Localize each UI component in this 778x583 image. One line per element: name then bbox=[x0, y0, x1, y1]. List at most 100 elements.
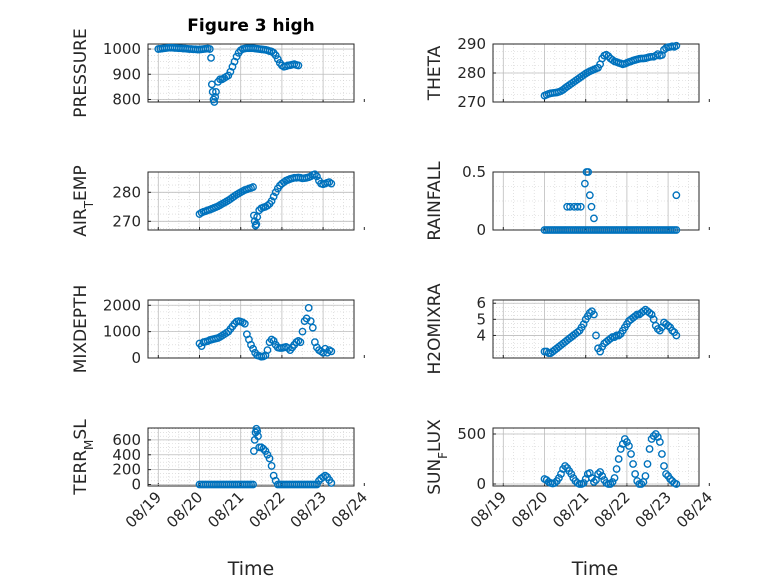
data-point bbox=[252, 220, 261, 229]
data-point bbox=[254, 432, 262, 441]
data-point bbox=[612, 465, 621, 473]
y-axis-label: RAINFALL bbox=[425, 161, 445, 241]
y-tick-label: 1000 bbox=[103, 323, 141, 341]
data-point bbox=[625, 442, 633, 450]
x-axis-label-left: Time bbox=[227, 558, 275, 580]
y-tick-label: 270 bbox=[457, 93, 486, 111]
data-point bbox=[668, 326, 677, 335]
subplot-5: 0 1000 2000 MIXDEPTH bbox=[71, 285, 365, 373]
data-point bbox=[631, 470, 640, 478]
y-tick-label: 5 bbox=[476, 310, 486, 328]
data-point bbox=[269, 336, 278, 345]
data-point bbox=[598, 472, 607, 480]
x-tick-label: 08/23 bbox=[287, 488, 330, 531]
data-point bbox=[263, 201, 272, 210]
y-axis-label: AIRTEMP bbox=[71, 165, 96, 236]
data-point bbox=[550, 479, 559, 487]
data-point bbox=[614, 455, 623, 463]
y-axis-label-rest: LUX bbox=[425, 419, 445, 452]
data-point bbox=[269, 192, 278, 201]
data-point bbox=[672, 226, 681, 234]
y-tick-label: 400 bbox=[112, 446, 141, 464]
y-tick-label: 0 bbox=[476, 221, 486, 239]
y-axis-label-rest: EMP bbox=[71, 165, 91, 201]
y-tick-label: 1000 bbox=[103, 40, 141, 58]
y-tick-label: 290 bbox=[457, 35, 486, 53]
data-point bbox=[267, 197, 276, 205]
data-point bbox=[573, 328, 582, 337]
data-point bbox=[240, 319, 249, 328]
data-point bbox=[610, 474, 619, 482]
chart-title: Figure 3 high bbox=[187, 16, 315, 36]
x-tick-label: 08/22 bbox=[245, 488, 288, 531]
data-point bbox=[672, 480, 681, 488]
y-axis-label-main: AIR bbox=[71, 208, 91, 237]
y-axis-label-subscript: T bbox=[82, 200, 96, 209]
data-point bbox=[561, 462, 569, 470]
y-tick-label: 200 bbox=[112, 461, 141, 479]
y-tick-label: 0 bbox=[131, 476, 141, 494]
data-point bbox=[232, 52, 241, 61]
axis-box bbox=[492, 43, 700, 103]
axis-box bbox=[492, 427, 700, 487]
data-series bbox=[195, 304, 336, 361]
data-series bbox=[154, 43, 303, 106]
data-point bbox=[672, 41, 681, 50]
y-tick-label: 0 bbox=[131, 349, 141, 367]
data-point bbox=[666, 475, 675, 483]
data-series bbox=[540, 41, 681, 100]
data-point bbox=[273, 55, 282, 64]
data-point bbox=[645, 308, 654, 317]
data-point bbox=[298, 327, 307, 336]
x-tick-label: 08/19 bbox=[122, 488, 165, 531]
data-point bbox=[580, 179, 589, 188]
data-point bbox=[253, 427, 262, 435]
data-point bbox=[247, 340, 255, 349]
data-point bbox=[211, 93, 220, 101]
y-tick-label: 600 bbox=[112, 431, 141, 449]
data-point bbox=[576, 202, 585, 211]
data-point bbox=[271, 51, 280, 60]
data-series bbox=[540, 168, 681, 234]
axis-box bbox=[147, 43, 355, 103]
data-point bbox=[207, 80, 216, 89]
y-axis-label: THETA bbox=[425, 45, 445, 101]
data-point bbox=[263, 346, 272, 354]
y-axis-label: SUNFLUX bbox=[425, 419, 450, 495]
data-point bbox=[304, 304, 313, 312]
y-tick-label: 900 bbox=[112, 65, 141, 83]
data-point bbox=[271, 188, 280, 197]
data-point bbox=[308, 323, 317, 332]
x-tick-label: 08/22 bbox=[590, 488, 633, 531]
x-tick-label: 08/20 bbox=[508, 488, 551, 531]
y-tick-label: 270 bbox=[112, 212, 141, 230]
data-point bbox=[584, 168, 593, 176]
data-point bbox=[649, 432, 658, 440]
data-point bbox=[643, 460, 652, 468]
axis-box bbox=[147, 427, 355, 487]
data-point bbox=[623, 438, 631, 446]
data-point bbox=[579, 479, 588, 487]
data-point bbox=[672, 331, 681, 340]
data-point bbox=[587, 202, 596, 211]
data-point bbox=[212, 88, 220, 96]
y-axis-label-subscript: F bbox=[436, 452, 450, 459]
y-axis-label: H2OMIXRA bbox=[425, 283, 445, 374]
y-tick-label: 280 bbox=[112, 183, 141, 201]
y-tick-label: 0 bbox=[476, 475, 486, 493]
data-point bbox=[596, 468, 605, 476]
data-series bbox=[540, 430, 681, 488]
data-point bbox=[579, 320, 588, 329]
y-tick-label: 800 bbox=[112, 90, 141, 108]
data-point bbox=[566, 202, 574, 211]
data-point bbox=[610, 333, 619, 341]
data-point bbox=[319, 348, 327, 357]
x-tick-label: 08/23 bbox=[632, 488, 675, 531]
axis-box bbox=[492, 299, 700, 359]
subplot-grid: 800 900 1000 PRESSURE 270 280 290 THETA 270 280 AI… bbox=[71, 28, 716, 531]
axis-box bbox=[492, 171, 700, 231]
data-point bbox=[658, 450, 666, 458]
data-point bbox=[592, 331, 600, 340]
y-tick-label: 2000 bbox=[103, 296, 141, 314]
